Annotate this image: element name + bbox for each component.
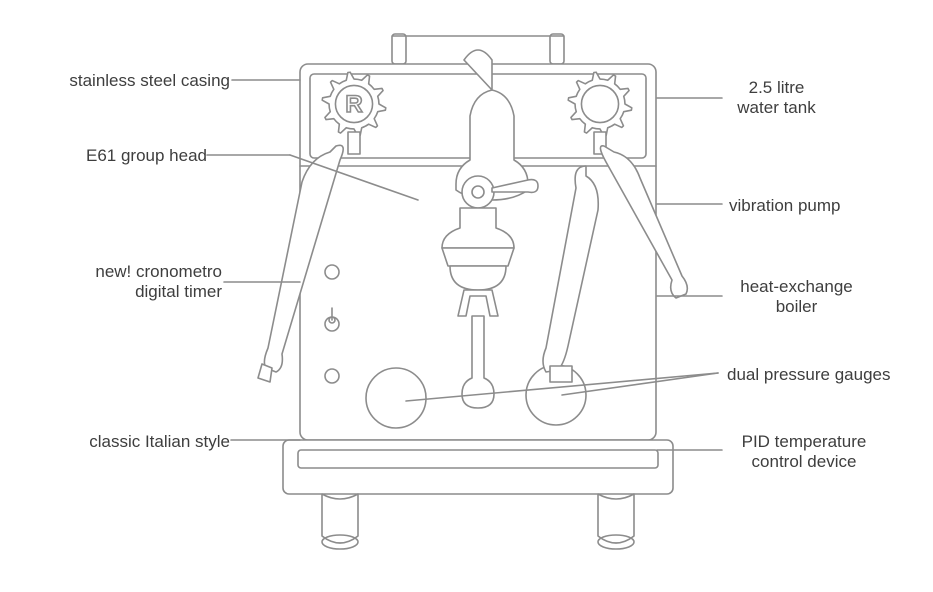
label-casing-text: stainless steel casing [69,71,230,90]
label-group-head-text: E61 group head [86,146,207,165]
label-boiler-text2: boiler [776,297,818,316]
label-pump: vibration pump [729,196,841,216]
label-pid-text2: control device [752,452,857,471]
label-gauges: dual pressure gauges [727,365,891,385]
label-casing: stainless steel casing [45,71,230,91]
label-tank-text2: water tank [737,98,815,117]
label-pid-text1: PID temperature [742,432,867,451]
label-timer: new! cronometro digital timer [66,262,222,301]
svg-text:R: R [345,91,362,118]
label-group-head: E61 group head [72,146,207,166]
label-style: classic Italian style [72,432,230,452]
label-tank: 2.5 litre water tank [729,78,824,117]
label-style-text: classic Italian style [89,432,230,451]
label-pid: PID temperature control device [729,432,879,471]
label-timer-text2: digital timer [135,282,222,301]
label-boiler-text1: heat-exchange [740,277,852,296]
label-tank-text1: 2.5 litre [749,78,805,97]
label-gauges-text: dual pressure gauges [727,365,891,384]
label-timer-text1: new! cronometro [95,262,222,281]
label-pump-text: vibration pump [729,196,841,215]
label-boiler: heat-exchange boiler [729,277,864,316]
